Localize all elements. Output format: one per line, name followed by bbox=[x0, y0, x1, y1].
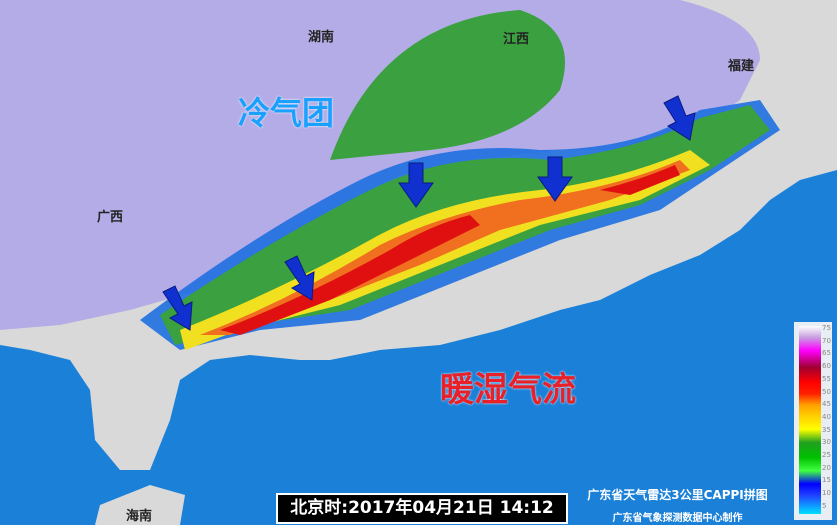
legend-tick: 25 bbox=[822, 451, 831, 459]
legend-tick: 40 bbox=[822, 412, 831, 421]
legend-tick: 70 bbox=[822, 336, 831, 345]
product-title: 广东省天气雷达3公里CAPPI拼图 bbox=[587, 488, 768, 502]
legend-tick: 15 bbox=[822, 476, 831, 485]
producer: 广东省气象探测数据中心制作 bbox=[612, 513, 743, 524]
color-legend: 75 70 65 60 55 50 45 40 35 30 25 20 15 10 5 bbox=[794, 322, 832, 520]
legend-tick: 45 bbox=[822, 400, 831, 409]
legend-tick: 10 bbox=[822, 489, 831, 498]
cold-air-mass bbox=[0, 0, 760, 330]
arrows bbox=[162, 95, 696, 331]
legend-tick: 35 bbox=[822, 425, 831, 434]
legend-tick: 5 bbox=[822, 501, 827, 510]
down-right-arrow-icon bbox=[162, 285, 193, 331]
product-info: 广东省天气雷达3公里CAPPI拼图 广东省气象探测数据中心制作 bbox=[565, 486, 790, 524]
down-arrow-icon bbox=[537, 156, 573, 202]
label-fujian: 福建 bbox=[728, 59, 755, 74]
label-jiangxi: 江西 bbox=[503, 32, 530, 47]
down-arrow-icon bbox=[398, 162, 434, 208]
label-guangxi: 广西 bbox=[97, 210, 124, 225]
legend-tick: 50 bbox=[822, 387, 831, 396]
legend-color-bar bbox=[799, 326, 821, 514]
cold-air-label: 冷气团 bbox=[238, 94, 335, 132]
timestamp: 北京时:2017年04月21日 14:12 bbox=[276, 493, 568, 524]
down-arrow-icon bbox=[663, 95, 696, 141]
warm-moist-flow-label: 暖湿气流 bbox=[440, 370, 576, 410]
legend-tick: 55 bbox=[822, 374, 831, 383]
hainan-island bbox=[95, 485, 185, 525]
legend-tick: 20 bbox=[822, 463, 831, 472]
label-hainan: 海南 bbox=[126, 509, 153, 524]
legend-tick: 65 bbox=[822, 349, 831, 358]
label-hunan: 湖南 bbox=[308, 30, 335, 45]
legend-tick: 60 bbox=[822, 362, 831, 371]
legend-tick: 30 bbox=[822, 438, 831, 447]
legend-tick: 75 bbox=[822, 324, 831, 332]
down-right-arrow-icon bbox=[284, 255, 315, 301]
